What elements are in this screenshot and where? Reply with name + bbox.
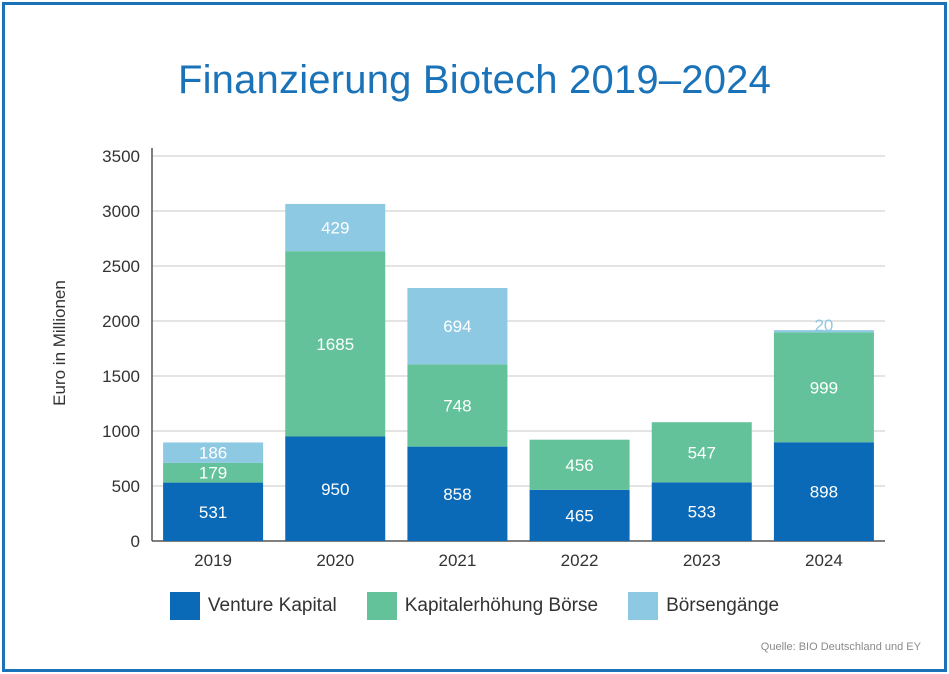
legend-swatch-venture-kapital — [169, 592, 200, 620]
bar-segment — [163, 442, 264, 463]
legend-item-venture-kapital: Venture Kapital — [169, 592, 337, 620]
bar-segment — [773, 330, 874, 333]
x-tick-label: 2021 — [439, 551, 477, 570]
data-label: 465 — [565, 506, 593, 525]
y-tick-label: 2500 — [102, 257, 140, 276]
bar-segment — [529, 439, 630, 490]
data-label: 950 — [321, 480, 349, 499]
bar-segment — [529, 489, 630, 541]
data-label: 179 — [199, 464, 227, 483]
data-label: 429 — [321, 219, 349, 238]
y-tick-label: 3500 — [102, 147, 140, 166]
y-tick-label: 3000 — [102, 202, 140, 221]
bar-segment — [773, 442, 874, 541]
legend-swatch-kapitalerhoehung — [366, 592, 397, 620]
data-label: 531 — [199, 503, 227, 522]
legend-label-boersengaenge: Börsengänge — [666, 595, 780, 616]
legend-item-kapitalerhoehung: Kapitalerhöhung Börse — [366, 592, 599, 620]
data-label: 748 — [443, 396, 471, 415]
bar-segment — [285, 436, 386, 541]
bar-segment — [163, 482, 264, 541]
data-label: 533 — [688, 503, 716, 522]
legend-label-venture-kapital: Venture Kapital — [207, 595, 337, 616]
data-label: 694 — [443, 317, 471, 336]
bar-segment — [407, 288, 508, 365]
y-tick-label: 500 — [112, 477, 140, 496]
data-label: 20 — [814, 316, 833, 335]
bar-segment — [773, 332, 874, 443]
x-tick-label: 2020 — [316, 551, 354, 570]
chart-title: Finanzierung Biotech 2019–2024 — [177, 58, 772, 102]
bar-segment — [407, 364, 508, 447]
legend-item-boersengaenge: Börsengänge — [628, 592, 779, 620]
bar-segment — [285, 251, 386, 437]
data-label: 898 — [810, 483, 838, 502]
data-label: 999 — [810, 378, 838, 397]
y-tick-label: 1000 — [102, 422, 140, 441]
legend-swatch-boersengaenge — [628, 592, 659, 620]
y-tick-label: 1500 — [102, 367, 140, 386]
source-note: Quelle: BIO Deutschland und EY — [760, 641, 921, 653]
data-label: 858 — [443, 485, 471, 504]
bar-segment — [651, 482, 752, 541]
data-label: 1685 — [316, 335, 354, 354]
bar-segment — [163, 462, 264, 483]
bar-segment — [407, 446, 508, 541]
legend: Venture Kapital Kapitalerhöhung Börse Bö… — [0, 592, 949, 620]
bar-segment — [285, 203, 386, 252]
data-label: 547 — [688, 443, 716, 462]
data-label: 456 — [565, 456, 593, 475]
y-tick-label: 2000 — [102, 312, 140, 331]
y-tick-label: 0 — [131, 532, 140, 551]
x-tick-label: 2019 — [194, 551, 232, 570]
x-tick-label: 2022 — [561, 551, 599, 570]
x-tick-label: 2024 — [805, 551, 843, 570]
x-tick-label: 2023 — [683, 551, 721, 570]
legend-label-kapitalerhoehung: Kapitalerhöhung Börse — [404, 595, 599, 616]
bar-segment — [651, 422, 752, 483]
data-label: 186 — [199, 444, 227, 463]
